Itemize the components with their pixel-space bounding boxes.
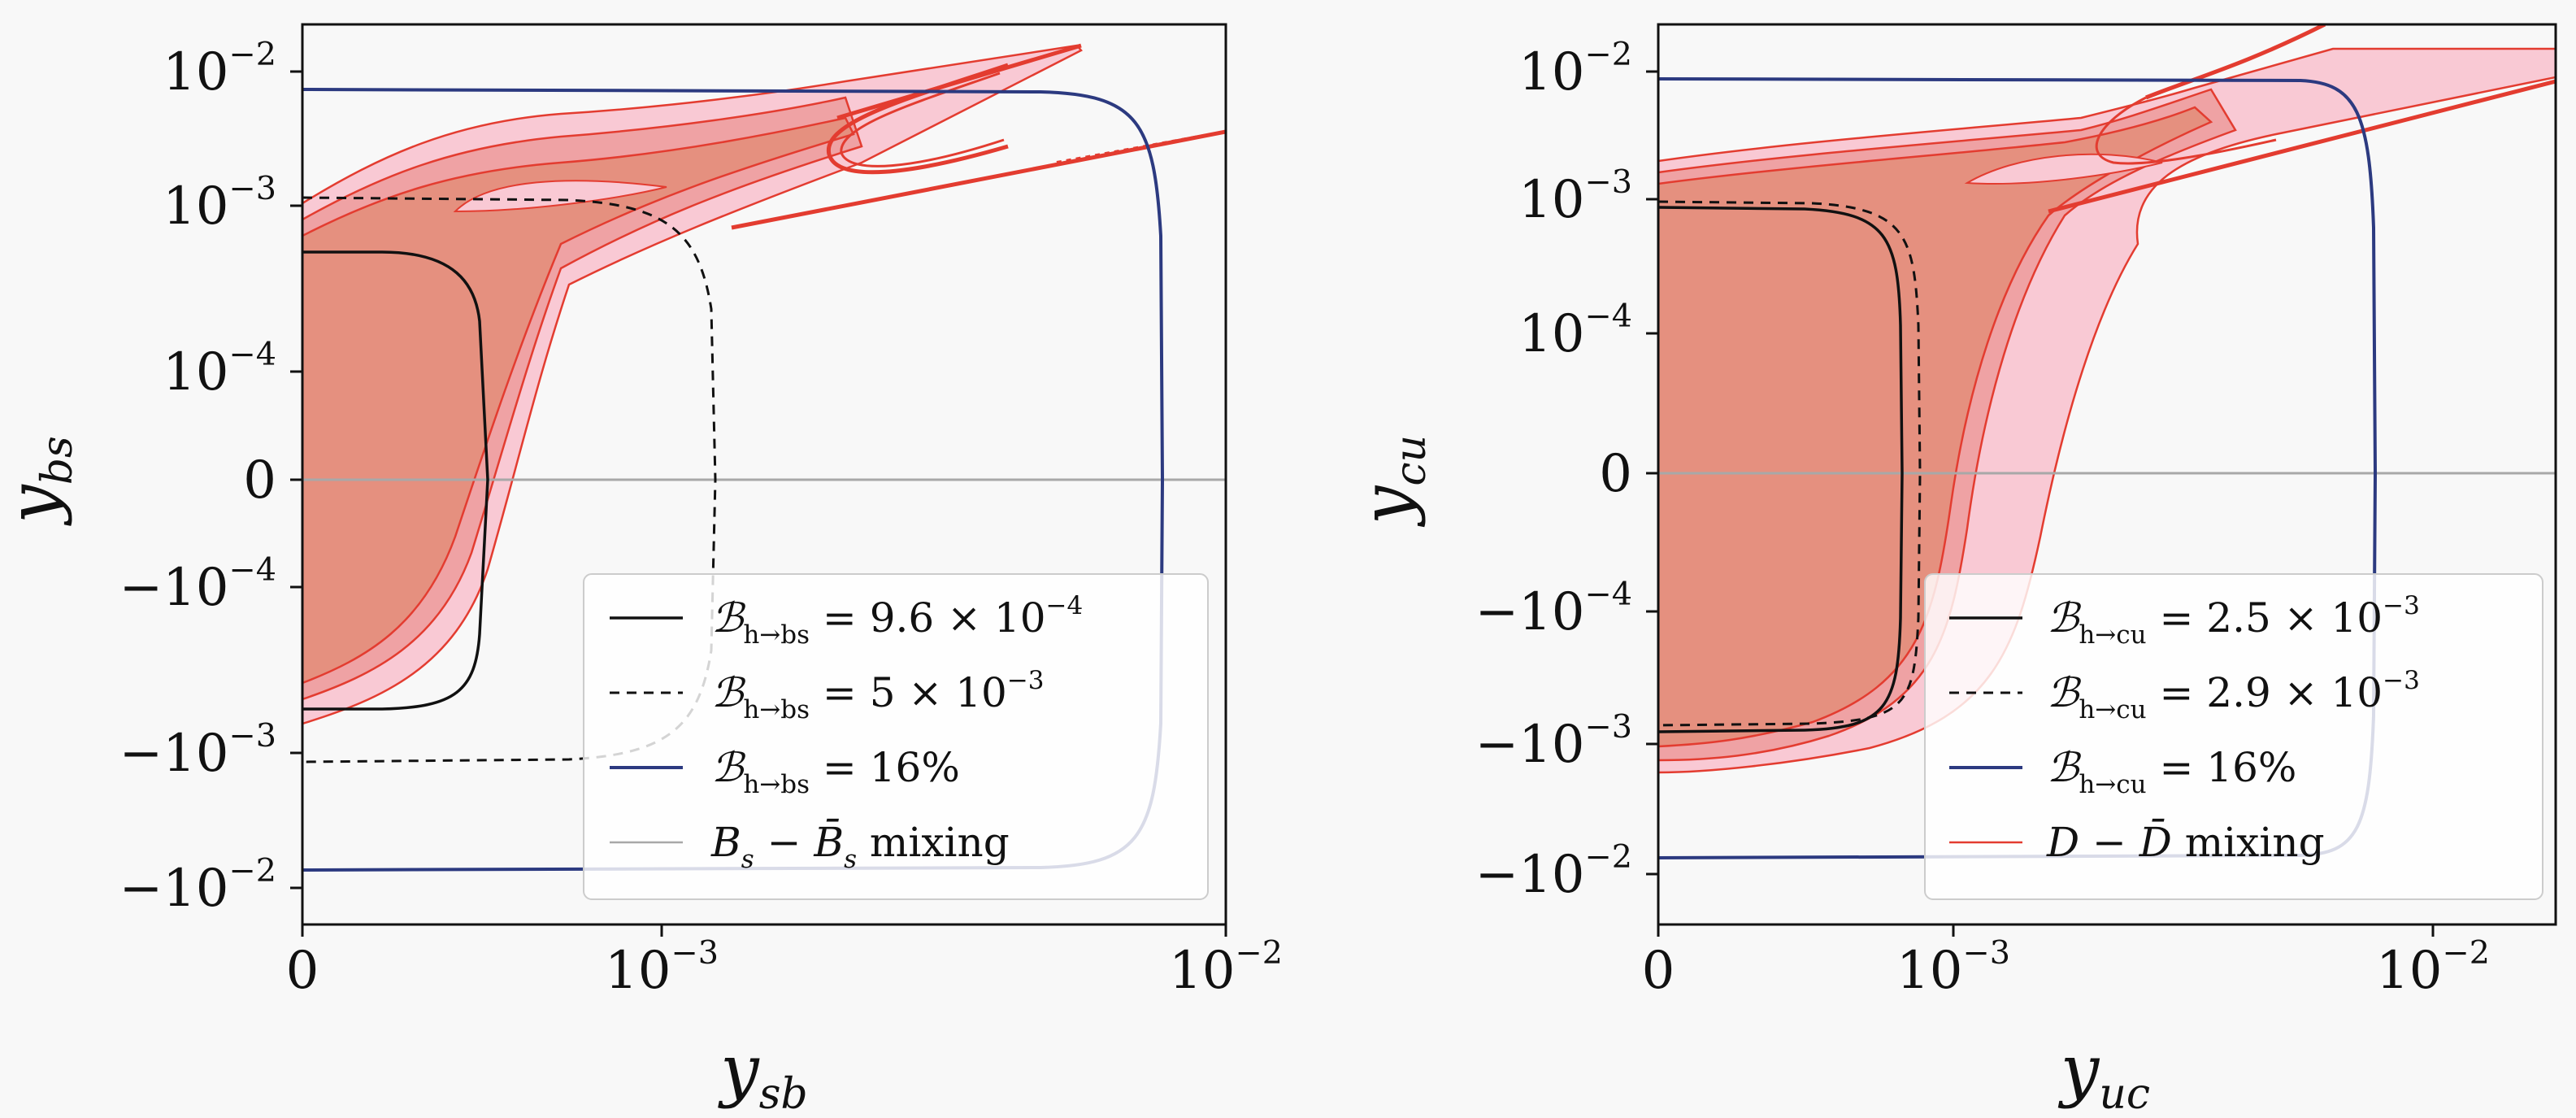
right-ytick-5: −10−3 <box>1475 708 1632 775</box>
left-axes-frame <box>301 23 1227 926</box>
right-xlabel: yuc <box>2057 1030 2150 1118</box>
right-xtick-0: 0 <box>1642 941 1675 1001</box>
left-red-upper-dotted <box>877 44 1082 107</box>
right-ytick-2: 10−4 <box>1518 298 1632 364</box>
right-legend-label-3: D − D̄ mixing <box>2046 818 2325 866</box>
right-legend-label-2: ℬh→cu = 16% <box>2047 744 2296 799</box>
left-region-lens <box>453 180 667 213</box>
right-ticks <box>1646 70 2435 937</box>
right-ytick-4: −10−4 <box>1475 576 1632 642</box>
right-branching-dashed <box>1658 200 1922 727</box>
left-red-loop-2 <box>840 72 1005 167</box>
left-xlabel: ysb <box>717 1030 808 1118</box>
left-ytick-3: 0 <box>243 450 276 511</box>
right-legend-label-0: ℬh→cu = 2.5 × 10−3 <box>2047 591 2420 650</box>
right-ylabel: ycu <box>1347 435 1436 528</box>
left-ytick-4: −10−4 <box>119 551 276 618</box>
right-ytick-6: −10−2 <box>1475 838 1632 905</box>
right-ytick-labels: 10−2 10−3 10−4 0 −10−4 −10−3 −10−2 <box>1475 36 1632 905</box>
left-ylabel: ybs <box>0 436 82 527</box>
left-ticks <box>290 70 1227 937</box>
left-ytick-0: 10−2 <box>163 36 276 102</box>
right-red-curve <box>2095 96 2277 165</box>
right-branching-black <box>1658 206 1904 733</box>
left-chart: 0 10−3 10−2 10−2 10−3 10−4 0 −10−4 −10−3… <box>0 23 1283 1118</box>
left-ytick-1: 10−3 <box>163 170 276 237</box>
right-xtick-labels: 0 10−3 10−2 <box>1642 934 2490 1001</box>
right-legend: ℬh→cu = 2.5 × 10−3 ℬh→cu = 2.9 × 10−3 ℬh… <box>1924 573 2543 900</box>
left-region-inner <box>302 116 855 685</box>
left-legend: ℬh→bs = 9.6 × 10−4 ℬh→bs = 5 × 10−3 ℬh→b… <box>583 573 1209 900</box>
right-red-lower <box>2048 79 2556 214</box>
left-legend-label-2: ℬh→bs = 16% <box>711 744 960 799</box>
right-ytick-0: 10−2 <box>1518 36 1632 102</box>
right-xtick-2: 10−2 <box>2376 934 2490 1001</box>
right-xtick-1: 10−3 <box>1896 934 2010 1001</box>
right-ytick-3: 0 <box>1599 444 1632 504</box>
right-red-upper <box>2145 24 2326 100</box>
left-plot-content <box>302 43 1226 872</box>
left-legend-label-3: Bs − B̄s mixing <box>710 818 1010 874</box>
right-legend-box <box>1924 573 2543 900</box>
right-ytick-1: 10−3 <box>1518 163 1632 230</box>
left-branching-black <box>302 250 489 711</box>
left-ytick-5: −10−3 <box>119 717 276 784</box>
left-xtick-1: 10−3 <box>605 934 719 1001</box>
left-legend-box <box>583 573 1209 900</box>
left-legend-label-0: ℬh→bs = 9.6 × 10−4 <box>711 591 1083 650</box>
right-legend-label-1: ℬh→cu = 2.9 × 10−3 <box>2047 666 2420 724</box>
left-xtick-0: 0 <box>286 941 319 1001</box>
right-plot-content <box>1658 24 2556 859</box>
right-region-inner <box>1658 106 2213 748</box>
left-ytick-2: 10−4 <box>163 336 276 402</box>
left-legend-label-1: ℬh→bs = 5 × 10−3 <box>711 666 1045 724</box>
right-chart: 0 10−3 10−2 10−2 10−3 10−4 0 −10−4 −10−3… <box>1347 23 2557 1118</box>
left-xtick-labels: 0 10−3 10−2 <box>286 934 1283 1001</box>
left-ytick-labels: 10−2 10−3 10−4 0 −10−4 −10−3 −10−2 <box>119 36 276 919</box>
left-ytick-6: −10−2 <box>119 852 276 919</box>
left-xtick-2: 10−2 <box>1169 934 1283 1001</box>
